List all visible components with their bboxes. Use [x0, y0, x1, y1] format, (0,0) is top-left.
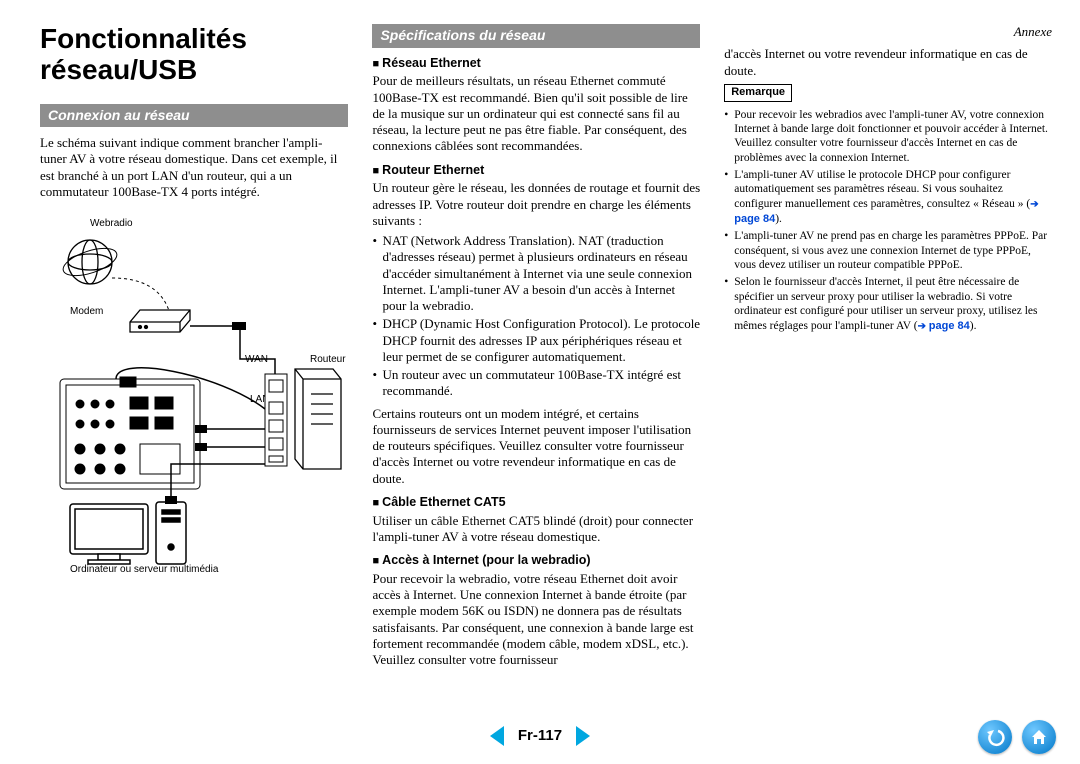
intro-paragraph: Le schéma suivant indique comment branch…: [40, 135, 348, 200]
column-right: Annexe d'accès Internet ou votre revende…: [724, 24, 1052, 652]
label-router: Routeur: [310, 354, 346, 365]
subhead-router: Routeur Ethernet: [372, 163, 700, 179]
note-4-tail: ).: [970, 320, 977, 332]
note-2-text: L'ampli-tuner AV utilise le protocole DH…: [734, 169, 1030, 210]
note-item-2: L'ampli-tuner AV utilise le protocole DH…: [724, 168, 1052, 226]
para-ethernet-net: Pour de meilleurs résultats, un réseau E…: [372, 73, 700, 154]
para-cat5: Utiliser un câble Ethernet CAT5 blindé (…: [372, 513, 700, 546]
network-diagram: Webradio Modem: [40, 214, 348, 574]
note-2-tail: ).: [775, 213, 782, 225]
router-bullets: NAT (Network Address Translation). NAT (…: [372, 233, 700, 400]
note-item-1: Pour recevoir les webradios avec l'ampli…: [724, 108, 1052, 166]
subhead-cat5: Câble Ethernet CAT5: [372, 495, 700, 511]
label-modem: Modem: [70, 306, 103, 317]
next-page-icon[interactable]: [576, 726, 590, 746]
page-number-nav: Fr-117: [490, 726, 590, 746]
annexe-label: Annexe: [724, 24, 1052, 40]
section-heading-spec: Spécifications du réseau: [372, 24, 700, 48]
footer-nav-icons: [978, 720, 1056, 754]
column-middle: Spécifications du réseau Réseau Ethernet…: [372, 24, 700, 652]
note-list: Pour recevoir les webradios avec l'ampli…: [724, 108, 1052, 334]
back-icon[interactable]: [978, 720, 1012, 754]
section-heading-connexion: Connexion au réseau: [40, 104, 348, 128]
para-router-intro: Un routeur gère le réseau, les données d…: [372, 180, 700, 229]
link-page84-b[interactable]: page 84: [918, 320, 970, 332]
label-wan: WAN: [245, 354, 268, 365]
bullet-dhcp: DHCP (Dynamic Host Configuration Protoco…: [372, 316, 700, 365]
note-4-text: Selon le fournisseur d'accès Internet, i…: [734, 276, 1037, 331]
note-item-4: Selon le fournisseur d'accès Internet, i…: [724, 275, 1052, 333]
subhead-ethernet-net: Réseau Ethernet: [372, 56, 700, 72]
label-webradio: Webradio: [90, 218, 133, 229]
page-body: Fonctionnalités réseau/USB Connexion au …: [0, 0, 1080, 708]
note-item-3: L'ampli-tuner AV ne prend pas en charge …: [724, 229, 1052, 272]
para-internet: Pour recevoir la webradio, votre réseau …: [372, 571, 700, 669]
subhead-internet: Accès à Internet (pour la webradio): [372, 553, 700, 569]
page-title: Fonctionnalités réseau/USB: [40, 24, 348, 86]
column-left: Fonctionnalités réseau/USB Connexion au …: [40, 24, 348, 652]
para-continuation: d'accès Internet ou votre revendeur info…: [724, 46, 1052, 79]
bullet-nat: NAT (Network Address Translation). NAT (…: [372, 233, 700, 314]
prev-page-icon[interactable]: [490, 726, 504, 746]
page-footer: Fr-117: [0, 708, 1080, 764]
home-icon[interactable]: [1022, 720, 1056, 754]
bullet-switch: Un routeur avec un commutateur 100Base-T…: [372, 367, 700, 400]
page-number: Fr-117: [518, 727, 562, 746]
label-caption: Ordinateur ou serveur multimédia: [70, 564, 219, 574]
para-router-after: Certains routeurs ont un modem intégré, …: [372, 406, 700, 487]
note-heading: Remarque: [724, 84, 792, 102]
